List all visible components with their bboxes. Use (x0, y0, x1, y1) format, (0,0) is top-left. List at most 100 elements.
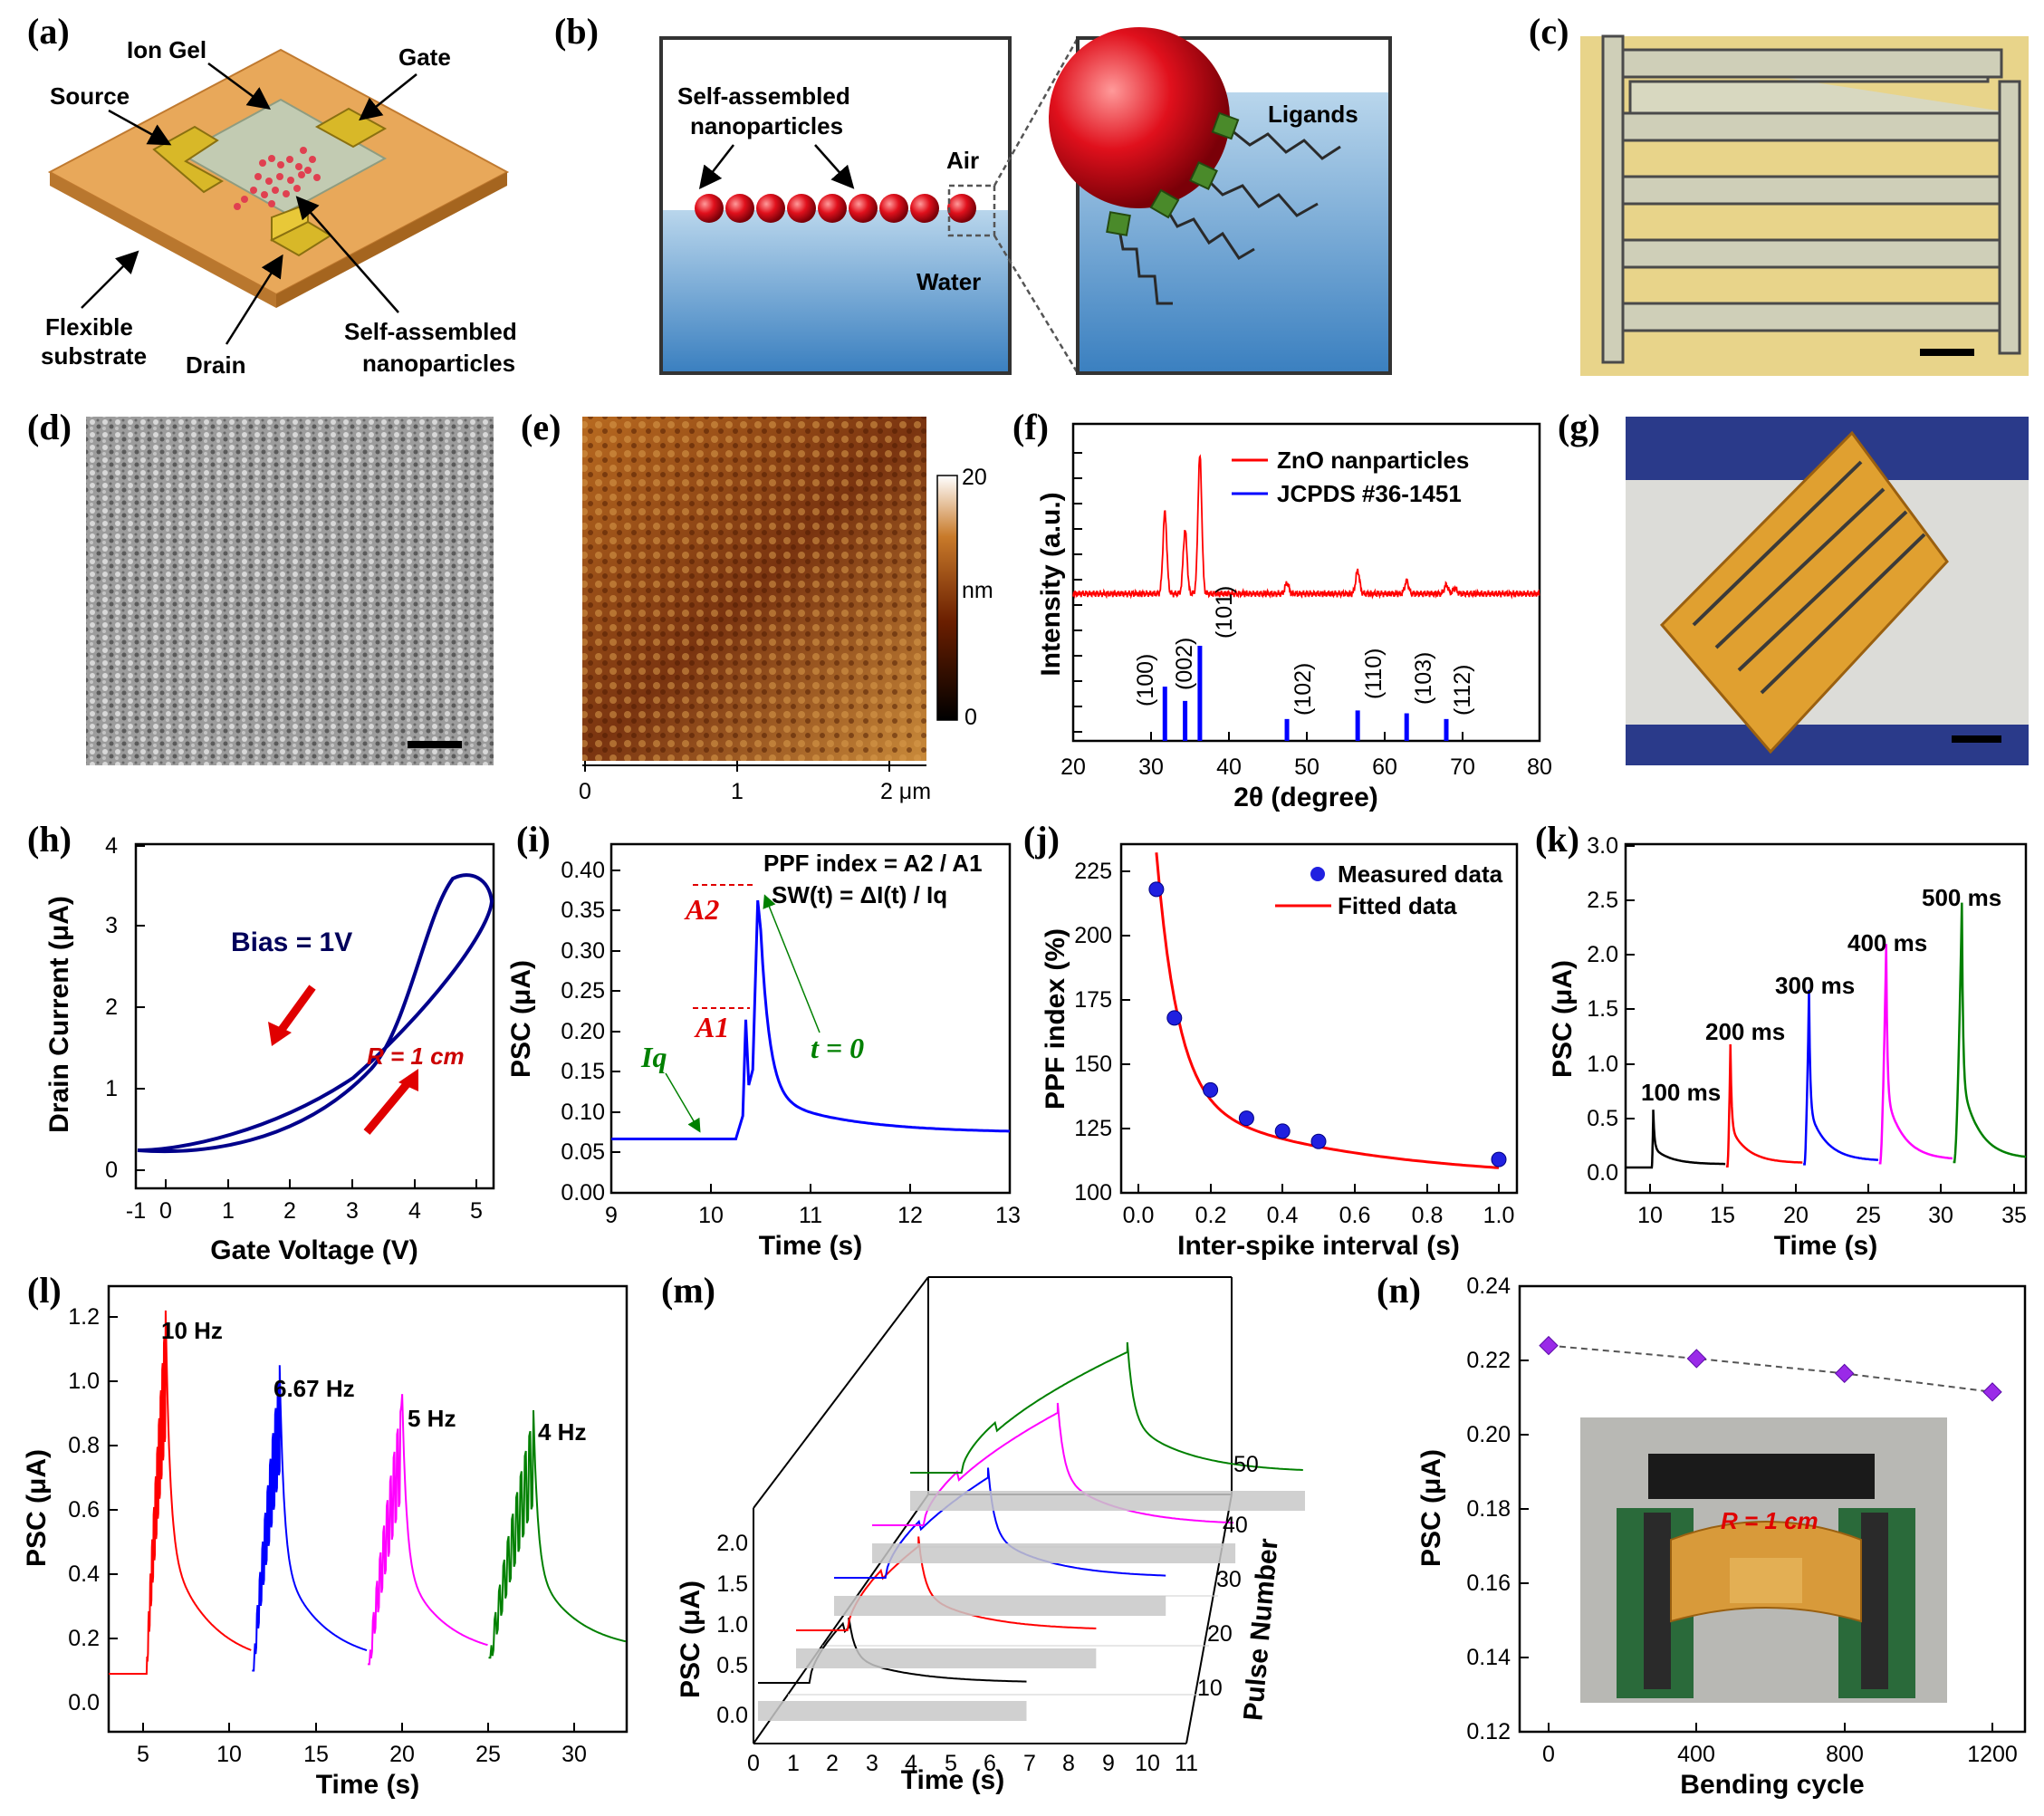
self-assembled-label: Self-assembled (344, 318, 517, 345)
sem-image (86, 417, 494, 765)
y-tick-label: 0.22 (1466, 1348, 1511, 1373)
ion-gel-label: Ion Gel (127, 36, 206, 63)
y-tick-label: 0.0 (716, 1703, 748, 1728)
pulse-width-plot (1626, 902, 2027, 1169)
x-tick-label: 5 (137, 1742, 149, 1767)
x-tick-label: 20 (1060, 754, 1086, 780)
x-tick-label: 0.6 (1339, 1203, 1371, 1228)
x-tick-label: -1 (126, 1198, 146, 1224)
colorbar-max: 20 (962, 465, 987, 490)
y-tick-label: 100 (1074, 1180, 1112, 1206)
pulse-number-curve (872, 1402, 1233, 1526)
psc-curve (611, 899, 1010, 1140)
x-tick-label: 0 (159, 1198, 172, 1224)
y-tick-label: 200 (1074, 923, 1112, 948)
x-axis-label: Bending cycle (1680, 1770, 1864, 1800)
z-tick-label: 30 (1216, 1567, 1242, 1592)
trend-line (1548, 1344, 1993, 1393)
axis-ticks (1520, 1285, 1993, 1732)
sa-arrow-right (814, 144, 855, 189)
glove-bottom (1626, 725, 2029, 765)
panel-i: (i) 9 10 11 12 13 0.00 0.05 0.10 0.15 0.… (506, 819, 1021, 1261)
hysteresis-loop (137, 873, 494, 1154)
pulse-number-curve (910, 1341, 1303, 1474)
pulse-number-curve (758, 1617, 1027, 1684)
frequency-train (109, 1310, 252, 1675)
source-arrow (108, 109, 172, 146)
air-label: Air (946, 147, 979, 174)
z-tick-label: 40 (1223, 1513, 1248, 1538)
fitted-curve (1155, 852, 1500, 1169)
x-tick-label: 3 (866, 1751, 878, 1776)
nanoparticle-monolayer (695, 194, 976, 223)
panel-f: (f) 20 30 40 50 60 70 80 2θ (degree) Int… (1012, 407, 1552, 812)
y-tick-label: 125 (1074, 1116, 1112, 1141)
drain-arrow (225, 254, 283, 345)
y-tick-label: 0.15 (561, 1059, 605, 1084)
y-tick-label: 0.18 (1466, 1496, 1511, 1522)
measured-point (1491, 1151, 1507, 1167)
shadow-band (834, 1596, 1166, 1616)
shadow-band (758, 1701, 1027, 1721)
y-tick-label: 1.0 (1587, 1052, 1618, 1077)
y-tick-label: 2.5 (1587, 888, 1618, 913)
x-tick-label: 10 (216, 1742, 242, 1767)
panel-i-label: (i) (516, 819, 551, 860)
y-tick-label: 3.0 (1587, 833, 1618, 859)
plane-103: (103) (1411, 652, 1436, 705)
x-axis-label: Inter-spike interval (s) (1177, 1231, 1460, 1261)
z-tick-label: 50 (1233, 1452, 1259, 1477)
device-traces (1692, 460, 1926, 695)
substrate-arrow (81, 250, 139, 309)
x-tick-label: 0.4 (1267, 1203, 1299, 1228)
scale-bar (408, 741, 462, 748)
panel-b: (b) Self-assembled nanoparticles Air Wat… (554, 11, 1392, 375)
y-tick-label: 2.0 (716, 1531, 748, 1556)
pulse-curve (1626, 1110, 1726, 1169)
x-tick-label: 1 (222, 1198, 235, 1224)
x-tick-label: 20 (1783, 1203, 1809, 1228)
x-tick-label: 400 (1677, 1742, 1715, 1767)
y-tick-label: 0.0 (68, 1690, 100, 1715)
legend-measured: Measured data (1338, 860, 1503, 888)
pulse-label-200: 200 ms (1705, 1018, 1785, 1045)
y-axis-label: Intensity (a.u.) (1036, 492, 1066, 676)
measured-point (1238, 1110, 1254, 1127)
plane-100: (100) (1133, 654, 1158, 706)
ligand-heads (1106, 111, 1240, 236)
x-tick-label: 1 (731, 779, 744, 804)
x-tick-label: 12 (897, 1203, 923, 1228)
panel-h: (h) -1 0 1 2 3 4 5 0 1 2 3 4 Gate Voltag… (27, 819, 495, 1265)
y-tick-label: 0.24 (1466, 1273, 1511, 1299)
pulse-curve (1803, 989, 1879, 1166)
x-tick-label: 6 (984, 1751, 996, 1776)
nanoparticles-label: nanoparticles (362, 350, 515, 377)
plot-frame (134, 842, 495, 1190)
interdigitated-electrodes (1601, 34, 2021, 364)
axis-ticks (109, 1316, 575, 1732)
y-tick-label: 0.30 (561, 938, 605, 964)
x-tick-label: 30 (561, 1742, 587, 1767)
x-tick-label: 25 (475, 1742, 501, 1767)
z-axis-label: Pulse Number (1238, 1537, 1283, 1722)
panel-a-label: (a) (27, 11, 70, 52)
y-tick-label: 0.20 (561, 1019, 605, 1044)
x-tick-label: 5 (945, 1751, 957, 1776)
y-tick-label: 0.00 (561, 1180, 605, 1206)
x-tick-label: 0 (747, 1751, 760, 1776)
x-tick-label: 800 (1826, 1742, 1864, 1767)
x-tick-label: 70 (1450, 754, 1475, 780)
z-tick-label: 10 (1197, 1676, 1223, 1701)
nanoparticle-cluster (234, 147, 321, 210)
bias-label: Bias = 1V (231, 927, 352, 957)
y-tick-label: 1.0 (716, 1612, 748, 1638)
y-tick-label: 0.0 (1587, 1160, 1618, 1186)
x-tick-label: 80 (1527, 754, 1552, 780)
plot-frame (1119, 842, 1519, 1195)
measured-point (1686, 1349, 1707, 1369)
x-tick-label: 40 (1216, 754, 1242, 780)
panel-e: (e) 0 1 2 μm 20 nm 0 (521, 407, 993, 804)
panel-a: (a) Ion Gel Gate Source Flexible substra… (27, 11, 517, 379)
measured-point (1982, 1382, 2002, 1402)
x-tick-label: 5 (470, 1198, 483, 1224)
